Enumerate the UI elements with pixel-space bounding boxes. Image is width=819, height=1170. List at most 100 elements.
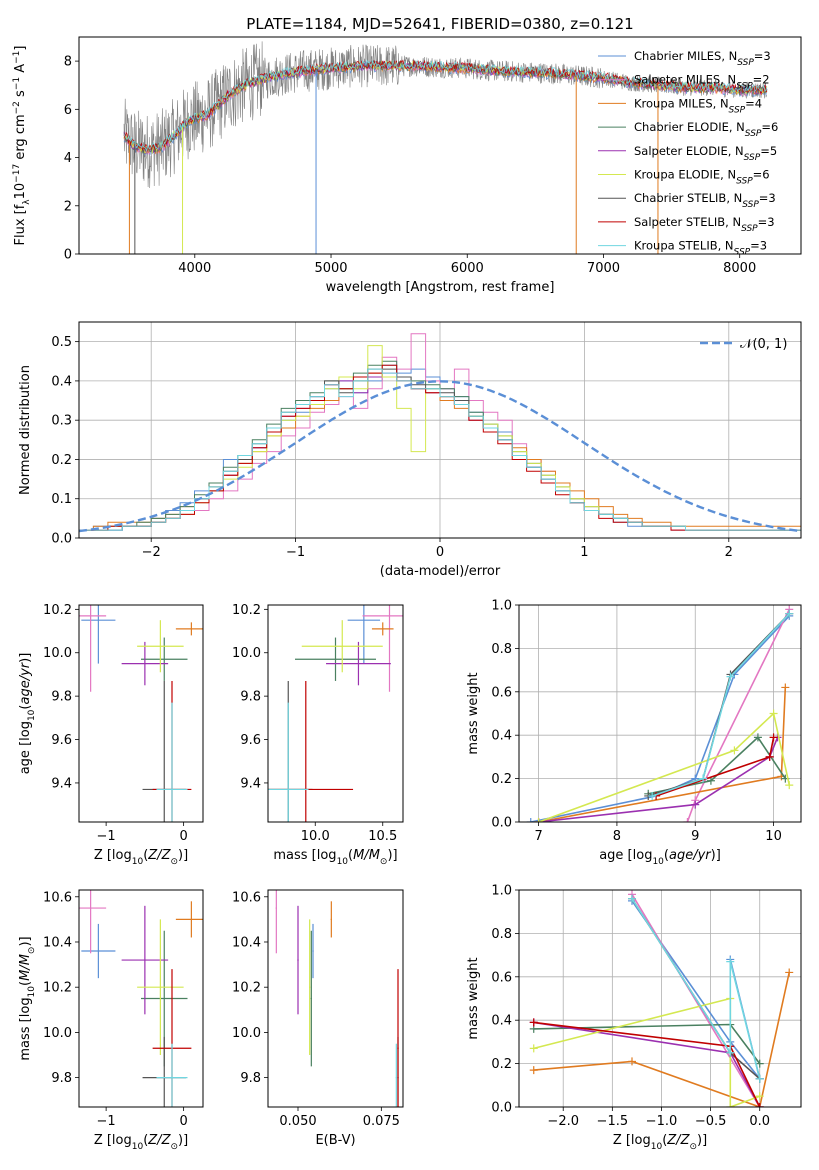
weight-line: [648, 736, 786, 795]
panel-age-vs-Z: −1 0 9.4 9.6 9.8 10.0 10.2 Z [log10(Z/Z⊙)] age […: [18, 603, 204, 867]
weight-marker: [529, 1044, 538, 1053]
x-tick-label: 8000: [723, 261, 756, 276]
axes-frame: [78, 36, 802, 255]
x-axis-label: wavelength [Angstrom, rest frame]: [326, 280, 555, 295]
y-tick-label: 0.0: [491, 1101, 512, 1116]
plot-area: [79, 890, 203, 1107]
legend-entry: Chabrier STELIB, NSSP=3: [634, 191, 776, 210]
weight-marker: [699, 774, 708, 783]
plot-area: [79, 605, 203, 822]
x-tick-label: 1: [580, 545, 588, 560]
weight-line: [533, 972, 790, 1107]
y-tick-label: 0.3: [51, 414, 72, 429]
y-tick-label: 10.2: [232, 981, 261, 996]
weight-marker: [755, 1103, 764, 1107]
plot-area: [275, 890, 399, 1107]
y-tick-label: 2: [64, 199, 72, 214]
x-tick-label: 7: [534, 829, 542, 844]
x-tick-label: −1: [286, 545, 305, 560]
y-tick-label: 9.8: [240, 1071, 261, 1086]
weight-marker: [769, 709, 778, 718]
weight-marker: [726, 1103, 735, 1107]
weight-marker: [785, 781, 794, 790]
weight-marker: [529, 1018, 538, 1027]
legend-entry: Kroupa STELIB, NSSP=3: [634, 239, 767, 258]
x-axis-label: age [log10(age/yr)]: [599, 848, 721, 867]
observed-spectrum: [123, 41, 768, 189]
axes-frame: [518, 604, 802, 823]
panel-weight-vs-Z: −2.0 −1.5 −1.0 −0.5 0.0 0.0 0.2 0.4 0.6 0.8 1.0 Z […: [466, 884, 802, 1152]
plot-area: [519, 890, 801, 1107]
x-axis-label: E(B-V): [315, 1133, 355, 1148]
weight-marker: [534, 818, 543, 822]
weight-marker: [753, 733, 762, 742]
y-tick-label: 0.2: [491, 772, 512, 787]
weight-marker: [529, 1066, 538, 1075]
weight-marker: [755, 1092, 764, 1101]
x-tick-label: −1.0: [646, 1114, 678, 1129]
weight-marker: [755, 1074, 764, 1083]
x-axis-label: Z [log10(Z/Z⊙)]: [94, 848, 188, 867]
y-tick-label: 0: [64, 248, 72, 263]
legend-entry: Salpeter MILES, NSSP=2: [634, 73, 770, 92]
x-axis-label: Z [log10(Z/Z⊙)]: [94, 1133, 188, 1152]
x-tick-label: −2.0: [547, 1114, 579, 1129]
y-tick-label: 9.8: [51, 690, 72, 705]
y-tick-label: 10.2: [232, 603, 261, 618]
y-tick-label: 0.8: [491, 642, 512, 657]
weight-marker: [627, 1057, 636, 1066]
x-tick-label: 6000: [451, 261, 484, 276]
y-tick-label: 1.0: [491, 884, 512, 899]
weight-line: [631, 898, 761, 1079]
y-tick-label: 0.8: [491, 927, 512, 942]
weight-marker: [691, 800, 700, 809]
x-axis-label: (data-model)/error: [380, 564, 501, 579]
y-axis-label: mass weight: [466, 957, 481, 1039]
x-tick-label: −2: [142, 545, 161, 560]
y-tick-label: 0.0: [51, 532, 72, 547]
x-tick-label: 0: [436, 545, 444, 560]
panel-mass-vs-ebv: 0.050 0.075 9.8 10.0 10.2 10.4 10.6 E(B-V): [232, 889, 404, 1148]
y-axis-label: mass weight: [466, 672, 481, 754]
y-tick-label: 0.1: [51, 492, 72, 507]
y-tick-label: 10.4: [232, 935, 261, 950]
weight-marker: [726, 957, 735, 966]
x-tick-label: 0: [179, 829, 187, 844]
plot-area: [79, 322, 801, 538]
weight-line: [533, 1023, 761, 1065]
legend-entry: Kroupa MILES, NSSP=4: [634, 96, 762, 115]
y-tick-label: 10.6: [43, 890, 72, 905]
x-tick-label: 10.0: [301, 829, 330, 844]
y-tick-label: 0.4: [491, 729, 512, 744]
legend-entry: Kroupa ELODIE, NSSP=6: [634, 168, 770, 187]
y-tick-label: 10.0: [232, 646, 261, 661]
y-tick-label: 10.4: [43, 935, 72, 950]
x-tick-label: 9: [691, 829, 699, 844]
y-tick-label: 9.6: [51, 733, 72, 748]
x-tick-label: −1: [97, 1114, 116, 1129]
y-tick-label: 10.2: [43, 603, 72, 618]
weight-marker: [726, 672, 735, 681]
weight-marker: [627, 894, 636, 903]
axes-frame: [267, 889, 404, 1108]
weight-line: [648, 613, 790, 797]
axes-frame: [267, 604, 404, 823]
weight-marker: [648, 791, 657, 800]
legend-entry: Salpeter ELODIE, NSSP=5: [634, 144, 777, 163]
weight-marker: [526, 818, 535, 822]
legend-entry: Chabrier MILES, NSSP=3: [634, 49, 771, 68]
y-tick-label: 1.0: [491, 599, 512, 614]
plot-area: [268, 605, 403, 822]
y-tick-label: 0.4: [491, 1014, 512, 1029]
y-tick-label: 0.4: [51, 374, 72, 389]
x-tick-label: 0.050: [279, 1114, 316, 1129]
legend-entry: Salpeter STELIB, NSSP=3: [634, 215, 775, 234]
x-tick-label: 0.0: [749, 1114, 770, 1129]
weight-line: [538, 711, 791, 822]
plot-area: [123, 41, 768, 254]
normal-curve: [79, 380, 801, 533]
y-tick-label: 9.4: [51, 776, 72, 791]
x-axis-label: Z [log10(Z/Z⊙)]: [613, 1133, 707, 1152]
figure-title: PLATE=1184, MJD=52641, FIBERID=0380, z=0…: [246, 15, 633, 33]
